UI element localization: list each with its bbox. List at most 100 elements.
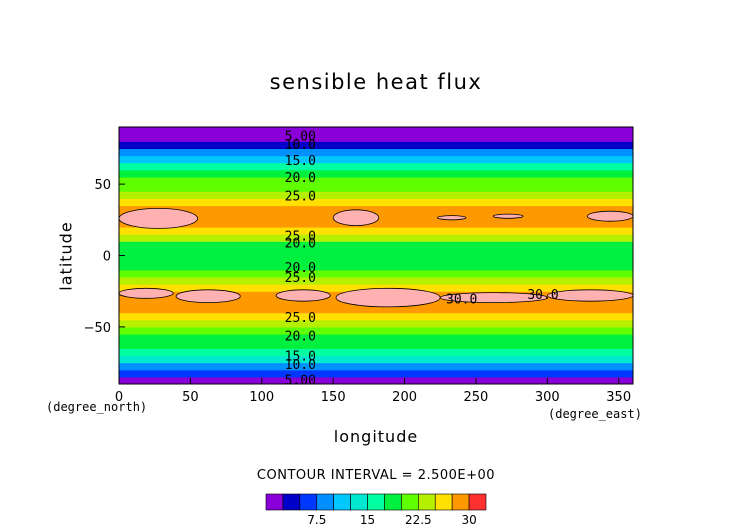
colorbar-swatch <box>401 493 419 511</box>
y-tick-label: 0 <box>103 250 111 265</box>
band--60 <box>119 334 633 342</box>
band-20 <box>119 219 633 228</box>
contour-label: 25.0 <box>285 230 316 245</box>
x-tick-label: 100 <box>249 390 274 405</box>
band--55 <box>119 326 633 335</box>
band--40 <box>119 305 633 314</box>
colorbar-swatch <box>265 493 284 511</box>
band--85 <box>119 369 633 378</box>
band--45 <box>119 312 633 321</box>
high-patch <box>175 289 241 304</box>
y-axis-label: latitude <box>56 221 76 291</box>
contour-label: 20.0 <box>285 171 316 186</box>
high-patch <box>547 289 633 302</box>
contour-interval-note: CONTOUR INTERVAL = 2.500E+00 <box>256 468 496 483</box>
contour-label: 25.0 <box>285 190 316 205</box>
colorbar-swatch <box>282 493 301 511</box>
colorbar: 7.5 15 22.5 30 <box>265 493 487 527</box>
high-value-patches <box>119 208 633 308</box>
colorbar-swatch <box>434 493 453 511</box>
colorbar-tick-label: 30 <box>461 513 476 527</box>
contour-label: 25.0 <box>285 311 316 326</box>
colorbar-swatch <box>299 493 318 511</box>
contour-label: 15.0 <box>285 349 316 364</box>
high-patch <box>275 289 331 302</box>
x-axis-label: longitude <box>333 427 419 446</box>
colorbar-swatch <box>350 493 368 511</box>
band-5 <box>119 241 633 249</box>
high-patch <box>492 213 524 219</box>
band--10 <box>119 262 633 271</box>
y-axis-ticks: −50 0 50 <box>84 178 125 336</box>
band-65 <box>119 155 633 164</box>
x-tick-label: 250 <box>463 390 488 405</box>
band--5 <box>119 255 633 264</box>
contour-label: 5.00 <box>285 374 316 389</box>
band--65 <box>119 341 633 349</box>
high-patch <box>439 292 548 304</box>
contour-label: 25.0 <box>285 271 316 286</box>
colorbar-swatch <box>384 493 402 511</box>
band-75 <box>119 141 633 150</box>
x-axis-unit: (degree_east) <box>548 407 642 421</box>
contour-bands <box>119 127 633 384</box>
chart-title: sensible heat flux <box>269 70 483 94</box>
x-axis-ticks: 0 50 100 150 200 250 300 350 <box>115 378 631 405</box>
band--20 <box>119 276 633 285</box>
contour-label: 10.0 <box>285 358 316 373</box>
band-45 <box>119 184 633 192</box>
high-patch <box>119 287 174 299</box>
colorbar-swatch <box>316 493 334 511</box>
colorbar-swatch <box>367 493 385 511</box>
x-tick-label: 0 <box>115 390 123 405</box>
band-40 <box>119 191 633 199</box>
band--70 <box>119 348 633 357</box>
band-35 <box>119 198 633 207</box>
x-tick-label: 200 <box>392 390 417 405</box>
contour-label: 15.0 <box>285 154 316 169</box>
band-70 <box>119 148 633 157</box>
band-0 <box>119 248 633 257</box>
colorbar-tick-label: 22.5 <box>405 513 432 527</box>
colorbar-swatch <box>468 493 487 511</box>
x-tick-label: 50 <box>182 390 199 405</box>
high-patch <box>335 287 441 308</box>
contour-label: 5.00 <box>285 130 316 145</box>
band--25 <box>119 284 633 292</box>
contour-label: 30.0 <box>527 288 558 303</box>
band-50 <box>119 176 633 185</box>
colorbar-swatch <box>418 493 436 511</box>
colorbar-tick-label: 7.5 <box>307 513 326 527</box>
band-10 <box>119 234 633 242</box>
contour-label: 20.0 <box>285 330 316 345</box>
band-55 <box>119 169 633 178</box>
band--50 <box>119 319 633 328</box>
x-tick-label: 300 <box>535 390 560 405</box>
colorbar-swatch <box>451 493 470 511</box>
high-patch <box>332 209 380 227</box>
band-80 <box>119 134 633 142</box>
high-patch <box>437 215 467 221</box>
contour-label: 20.0 <box>285 261 316 276</box>
band-85 <box>119 127 633 135</box>
y-axis-unit: (degree_north) <box>46 400 148 414</box>
band--80 <box>119 362 633 371</box>
band-60 <box>119 162 633 171</box>
colorbar-swatch <box>333 493 351 511</box>
x-tick-label: 150 <box>321 390 346 405</box>
high-patch <box>119 208 198 229</box>
band--75 <box>119 355 633 364</box>
band--15 <box>119 269 633 278</box>
contour-label: 10.0 <box>285 138 316 153</box>
x-tick-label: 350 <box>606 390 631 405</box>
y-tick-label: −50 <box>84 321 111 336</box>
band-30 <box>119 205 633 214</box>
high-patch <box>587 210 633 222</box>
contour-label: 20.0 <box>285 237 316 252</box>
band--90 <box>119 376 633 384</box>
y-tick-label: 50 <box>94 178 111 193</box>
colorbar-tick-label: 15 <box>360 513 375 527</box>
contour-labels: 5.0010.015.020.025.025.020.020.025.030.0… <box>285 130 559 389</box>
contour-label: 30.0 <box>446 292 477 307</box>
